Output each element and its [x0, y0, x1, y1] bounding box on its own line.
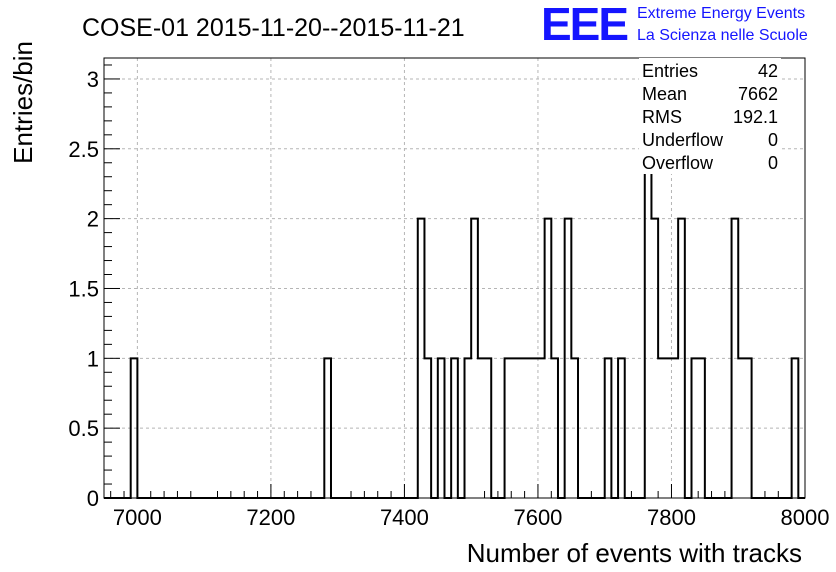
plot-frame — [103, 57, 806, 499]
x-tick-label: 7000 — [113, 505, 162, 530]
x-tick-label: 7800 — [647, 505, 696, 530]
y-tick-label: 3 — [87, 67, 99, 92]
eee-logo: EEE Extreme Energy Events La Scienza nel… — [541, 0, 808, 50]
logo-line-2: La Scienza nelle Scuole — [637, 27, 808, 44]
axis-ticks — [104, 64, 806, 499]
tick-labels: 7000 7200 7400 7600 7800 8000 0 0.5 1 1.5 2 2.5 3 — [68, 67, 829, 530]
x-tick-label: 7400 — [380, 505, 429, 530]
stats-value: 0 — [768, 130, 778, 150]
y-axis-title: Entries/bin — [8, 41, 38, 164]
y-tick-label: 0 — [87, 486, 99, 511]
stats-value: 0 — [768, 153, 778, 173]
stats-label: RMS — [642, 107, 682, 127]
stats-value: 7662 — [738, 84, 778, 104]
stats-label: Underflow — [642, 130, 724, 150]
stats-label: Overflow — [642, 153, 714, 173]
y-tick-label: 1.5 — [68, 276, 99, 301]
y-tick-label: 1 — [87, 346, 99, 371]
stats-label: Entries — [642, 61, 698, 81]
logo-mark: EEE — [541, 0, 627, 50]
stats-label: Mean — [642, 84, 687, 104]
stats-box: Entries 42 Mean 7662 RMS 192.1 Underflow 0 Overf… — [639, 58, 781, 174]
stats-value: 192.1 — [733, 107, 778, 127]
y-tick-label: 0.5 — [68, 416, 99, 441]
stats-value: 42 — [758, 61, 778, 81]
x-tick-label: 8000 — [781, 505, 830, 530]
stats-background — [639, 58, 781, 174]
x-tick-label: 7600 — [513, 505, 562, 530]
y-tick-label: 2 — [87, 207, 99, 232]
y-tick-label: 2.5 — [68, 137, 99, 162]
logo-line-1: Extreme Energy Events — [637, 5, 805, 22]
x-tick-label: 7200 — [246, 505, 295, 530]
x-axis-title: Number of events with tracks — [467, 538, 802, 568]
chart-title: COSE-01 2015-11-20--2015-11-21 — [82, 14, 465, 42]
